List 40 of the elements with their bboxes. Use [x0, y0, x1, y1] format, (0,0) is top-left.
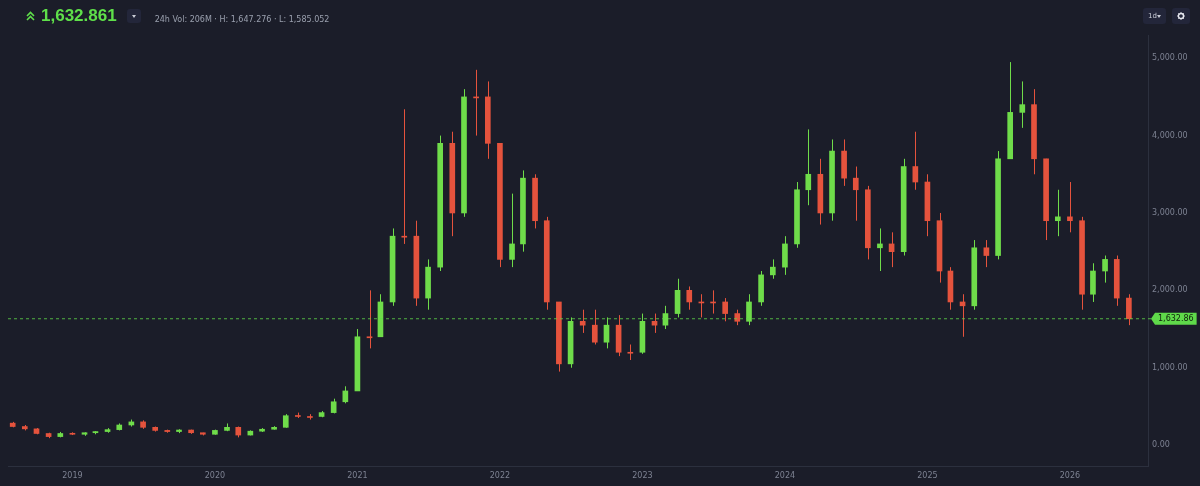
candlestick — [722, 297, 729, 322]
candlestick — [603, 316, 610, 349]
y-tick-label: 0.00 — [1152, 440, 1170, 450]
x-tick-label: 2025 — [917, 470, 938, 480]
candlestick — [509, 193, 515, 268]
x-tick-label: 2021 — [347, 470, 368, 480]
chart-subtitle: 24h Vol: 206M · H: 1,647.276 · L: 1,585.052 — [154, 14, 330, 24]
y-tick-label: 5,000.00 — [1152, 53, 1188, 63]
x-tick-label: 2019 — [62, 470, 83, 480]
y-tick-label: 1,000.00 — [1152, 362, 1188, 372]
candlestick — [852, 166, 859, 222]
chart-title: 1,632.861 — [41, 6, 117, 26]
x-tick-label: 2020 — [204, 470, 226, 480]
candlestick — [1067, 181, 1073, 233]
candlestick — [805, 128, 812, 206]
candlestick — [1054, 189, 1061, 237]
x-tick-label: 2023 — [632, 470, 653, 480]
candlestick — [1102, 255, 1108, 284]
candlestick — [591, 309, 598, 346]
candlestick — [1126, 293, 1132, 326]
candlestick — [782, 235, 788, 276]
y-tick-label: 2,000.00 — [1152, 285, 1188, 295]
candlestick — [1019, 80, 1026, 129]
candlestick — [769, 258, 776, 280]
x-tick-label: 2022 — [489, 470, 511, 480]
candlestick — [1090, 262, 1096, 303]
candlestick — [401, 108, 408, 245]
candlestick — [651, 313, 658, 334]
candlestick — [366, 289, 373, 349]
candlestick — [662, 305, 669, 330]
y-tick-label: 4,000.00 — [1152, 130, 1188, 140]
x-tick-label: 2024 — [774, 470, 796, 480]
y-tick-label: 3,000.00 — [1152, 208, 1188, 218]
candlestick — [983, 239, 990, 268]
candlestick — [746, 293, 752, 326]
candlestick — [877, 227, 883, 272]
candlestick — [579, 309, 586, 334]
x-tick-label: 2026 — [1059, 470, 1081, 480]
ref-line-label: 1,632.86 — [1158, 314, 1194, 324]
candlestick — [686, 285, 693, 311]
